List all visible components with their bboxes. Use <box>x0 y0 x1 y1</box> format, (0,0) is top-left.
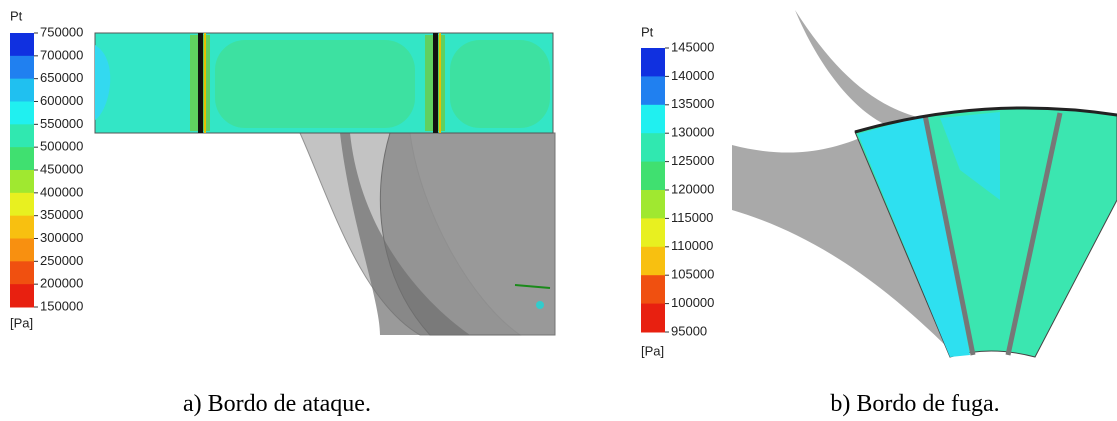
colorbar-unit: [Pa] <box>10 315 33 330</box>
colorbar-label: 100000 <box>671 295 714 310</box>
colorbar-label: 95000 <box>671 323 707 338</box>
colorbar-band <box>10 192 34 217</box>
colorbar-band <box>641 190 665 219</box>
colorbar-label: 650000 <box>40 70 83 85</box>
colorbar-label: 500000 <box>40 139 83 154</box>
colorbar-label: 150000 <box>40 298 83 313</box>
colorbar-band <box>641 48 665 77</box>
colorbar-label: 105000 <box>671 267 714 282</box>
colorbar-band <box>10 101 34 125</box>
colorbar-band <box>641 303 665 333</box>
colorbar-band <box>10 170 34 194</box>
caption: a) Bordo de ataque. <box>183 391 371 417</box>
colorbar-label: 130000 <box>671 125 714 140</box>
colorbar-label: 145000 <box>671 39 714 54</box>
colorbar-band <box>10 238 34 262</box>
colorbar-label: 110000 <box>671 238 713 253</box>
colorbar-band <box>641 218 665 248</box>
colorbar-label: 400000 <box>40 184 83 199</box>
colorbar-band <box>10 78 34 102</box>
colorbar-band <box>10 147 34 171</box>
colorbar-label: 140000 <box>671 68 714 83</box>
colorbar-label: 200000 <box>40 276 83 291</box>
colorbar-band <box>641 104 665 134</box>
colorbar-band <box>641 161 665 191</box>
colorbar-band <box>641 133 665 163</box>
colorbar-label: 120000 <box>671 181 714 196</box>
colorbar-label: 600000 <box>40 93 83 108</box>
colorbar-title: Pt <box>10 8 23 23</box>
colorbar-band <box>10 261 34 285</box>
colorbar-band <box>10 33 34 57</box>
right-render <box>732 10 1117 358</box>
colorbar-label: 115000 <box>671 210 713 225</box>
colorbar-band <box>10 124 34 148</box>
colorbar-band <box>641 246 665 276</box>
colorbar-band <box>10 55 34 80</box>
colorbar-label: 450000 <box>40 161 83 176</box>
colorbar-label: 550000 <box>40 116 83 131</box>
colorbar-label: 750000 <box>40 24 83 39</box>
caption: b) Bordo de fuga. <box>830 391 999 417</box>
colorbar-unit: [Pa] <box>641 343 664 358</box>
colorbar-band <box>10 284 34 308</box>
colorbar-band <box>641 76 665 106</box>
colorbar-label: 135000 <box>671 96 714 111</box>
colorbar-title: Pt <box>641 24 654 39</box>
colorbar-label: 125000 <box>671 153 714 168</box>
colorbar-label: 350000 <box>40 207 83 222</box>
colorbar-label: 700000 <box>40 47 83 62</box>
left-render <box>94 32 556 336</box>
colorbar-band <box>641 275 665 305</box>
colorbar-label: 300000 <box>40 230 83 245</box>
colorbar-band <box>10 215 34 239</box>
colorbar-label: 250000 <box>40 253 83 268</box>
